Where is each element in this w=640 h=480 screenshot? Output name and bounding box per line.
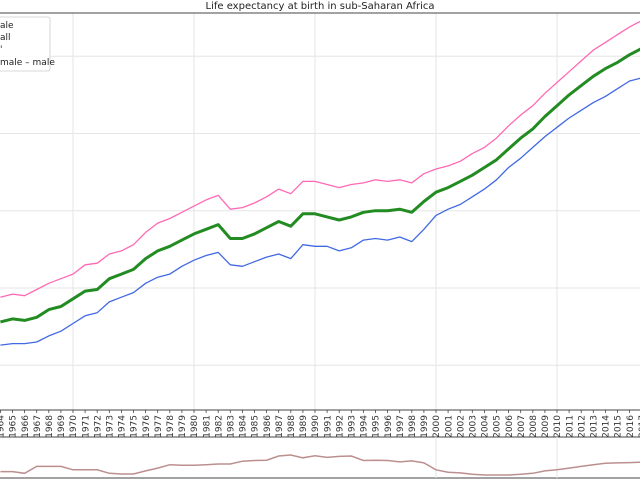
x-tick-label: 1973 [106, 415, 116, 438]
x-tick-label: 1997 [396, 415, 406, 438]
legend-entry-total: all [0, 33, 11, 43]
x-tick-label: 2009 [541, 415, 551, 438]
x-tick-label: 1994 [360, 415, 370, 438]
legend-entry-male: ' [0, 45, 2, 55]
x-tick-label: 1972 [93, 415, 103, 438]
x-tick-label: 1989 [299, 415, 309, 438]
x-tick-label: 1978 [166, 415, 176, 438]
x-tick-label: 1977 [154, 415, 164, 438]
legend-entry-difference: male – male [0, 58, 55, 68]
x-tick-label: 1984 [239, 415, 249, 438]
x-tick-label: 1980 [190, 415, 200, 438]
x-tick-label: 1971 [81, 415, 91, 438]
legend: ale all ' male – male [0, 16, 55, 72]
x-tick-label: 1975 [130, 415, 140, 438]
series-line-male [0, 77, 640, 346]
x-tick-label: 1986 [263, 415, 273, 438]
x-tick-label: 1988 [287, 415, 297, 438]
x-tick-label: 2003 [469, 415, 479, 438]
difference-panel-frame [0, 436, 640, 479]
series-line-female [0, 20, 640, 298]
legend-box [0, 16, 51, 72]
x-tick-label: 2001 [444, 415, 454, 438]
x-tick-label: 1976 [142, 415, 152, 438]
x-tick-label: 1983 [227, 415, 237, 438]
x-tick-label: 1998 [408, 415, 418, 438]
x-tick-label: 1964 [0, 415, 7, 438]
x-tick-label: 2010 [553, 415, 563, 438]
x-tick-label: 1987 [275, 415, 285, 438]
x-tick-label: 1967 [33, 415, 43, 438]
x-tick-label: 2014 [602, 415, 612, 438]
x-tick-label: 1995 [372, 415, 382, 438]
x-tick-label: 2016 [626, 415, 636, 438]
x-tick-label: 1982 [214, 415, 224, 438]
x-tick-label: 2005 [493, 415, 503, 438]
x-tick-label: 1969 [57, 415, 67, 438]
chart-title: Life expectancy at birth in sub-Saharan … [206, 1, 435, 12]
x-axis-ticks: 1964 1965 1966 1967 1968 1969 1970 1971 1972 1973… [0, 410, 640, 438]
x-tick-label: 1991 [323, 415, 333, 438]
series-line-total [0, 47, 640, 324]
x-tick-label: 1965 [9, 415, 19, 438]
x-tick-label: 2000 [432, 415, 442, 438]
x-tick-label: 2006 [505, 415, 515, 438]
x-tick-label: 2013 [590, 415, 600, 438]
difference-panel-grid [435, 437, 558, 478]
main-lines [0, 20, 640, 346]
x-tick-label: 1979 [178, 415, 188, 438]
x-tick-label: 1968 [45, 415, 55, 438]
x-tick-label: 1996 [384, 415, 394, 438]
difference-panel-lines [0, 454, 640, 476]
x-tick-label: 1990 [311, 415, 321, 438]
x-tick-label: 1981 [202, 415, 212, 438]
series-line-female-minus-male [0, 454, 640, 476]
x-tick-label: 1992 [335, 415, 345, 438]
x-tick-label: 1993 [348, 415, 358, 438]
x-tick-label: 1970 [69, 415, 79, 438]
x-tick-label: 2017 [638, 415, 640, 438]
main-grid [0, 13, 640, 410]
x-tick-label: 1985 [251, 415, 261, 438]
x-tick-label: 1966 [21, 415, 31, 438]
legend-entry-female: ale [0, 21, 14, 31]
x-tick-label: 1999 [420, 415, 430, 438]
x-tick-label: 2011 [565, 415, 575, 438]
x-tick-label: 2007 [517, 415, 527, 438]
x-tick-label: 2004 [481, 415, 491, 438]
x-tick-label: 2002 [456, 415, 466, 438]
x-tick-label: 2012 [577, 415, 587, 438]
x-tick-label: 2015 [614, 415, 624, 438]
x-tick-label: 1974 [118, 415, 128, 438]
x-tick-label: 2008 [529, 415, 539, 438]
